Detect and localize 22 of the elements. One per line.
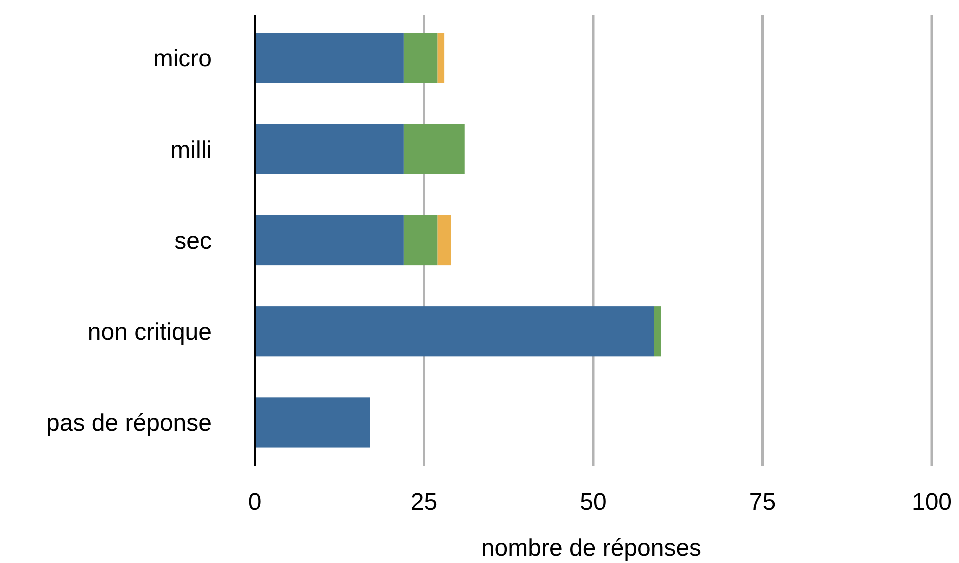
x-axis-title: nombre de réponses: [481, 535, 702, 562]
bar: [404, 215, 438, 266]
x-tick-label: 50: [580, 489, 607, 516]
bar: [438, 215, 452, 266]
y-tick-label: milli: [170, 136, 212, 164]
x-tick-label: 25: [410, 489, 438, 516]
y-tick-label: sec: [174, 228, 212, 255]
bar: [438, 33, 445, 84]
x-tick-label: 100: [912, 489, 952, 516]
bar: [654, 306, 662, 357]
bar: [404, 33, 438, 84]
y-tick-label: non critique: [88, 319, 212, 346]
y-tick-label: micro: [153, 46, 212, 73]
bar: [255, 124, 404, 174]
x-tick-label: 75: [749, 489, 776, 516]
y-tick-label: pas de réponse: [46, 410, 212, 438]
bar: [255, 306, 654, 357]
x-tick-label: 0: [248, 489, 262, 516]
bar: [404, 124, 465, 174]
bar: [255, 398, 370, 448]
bar: [255, 33, 404, 84]
bar: [255, 215, 404, 266]
